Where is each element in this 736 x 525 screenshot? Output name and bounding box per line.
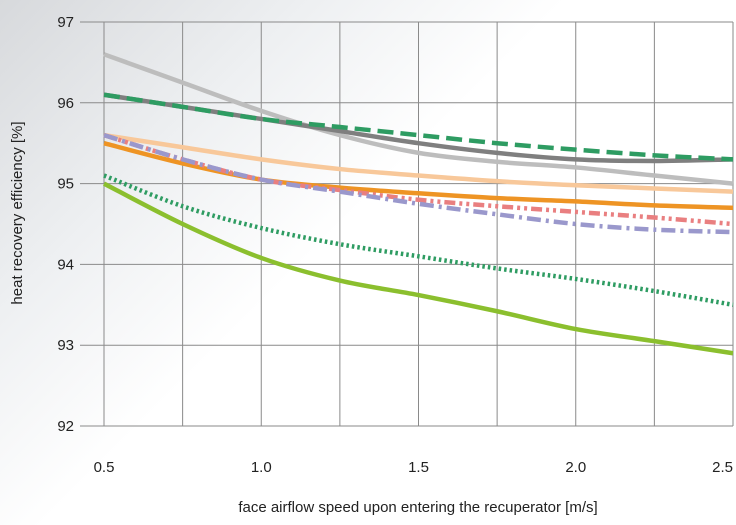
y-tick-label: 94 (57, 256, 74, 273)
series-layer (102, 52, 734, 356)
series-line-4 (103, 132, 734, 194)
x-tick-label: 1.0 (251, 459, 272, 476)
x-tick-label: 2.0 (565, 459, 586, 476)
series-line-8 (103, 173, 734, 308)
series-line-9 (102, 181, 734, 356)
series-line-7 (103, 132, 734, 235)
x-axis-label: face airflow speed upon entering the rec… (238, 499, 597, 516)
y-tick-label: 93 (57, 337, 74, 354)
x-tick-label: 1.5 (408, 459, 429, 476)
x-tick-label: 0.5 (94, 459, 115, 476)
y-tick-label: 95 (57, 176, 74, 193)
series-line-1 (103, 52, 734, 186)
tick-label-layer: 92 93 94 95 96 97 0.5 1.0 1.5 2.0 2.5 (57, 14, 733, 476)
y-tick-label: 97 (57, 14, 74, 31)
y-tick-label: 92 (57, 418, 74, 435)
y-axis-label: heat recovery efficiency [%] (9, 121, 26, 304)
series-line-6 (103, 132, 734, 227)
series-line-5 (103, 141, 734, 211)
y-tick-label: 96 (57, 95, 74, 112)
grid-layer (80, 21, 734, 427)
x-tick-label: 2.5 (712, 459, 733, 476)
series-line-3 (103, 92, 734, 162)
